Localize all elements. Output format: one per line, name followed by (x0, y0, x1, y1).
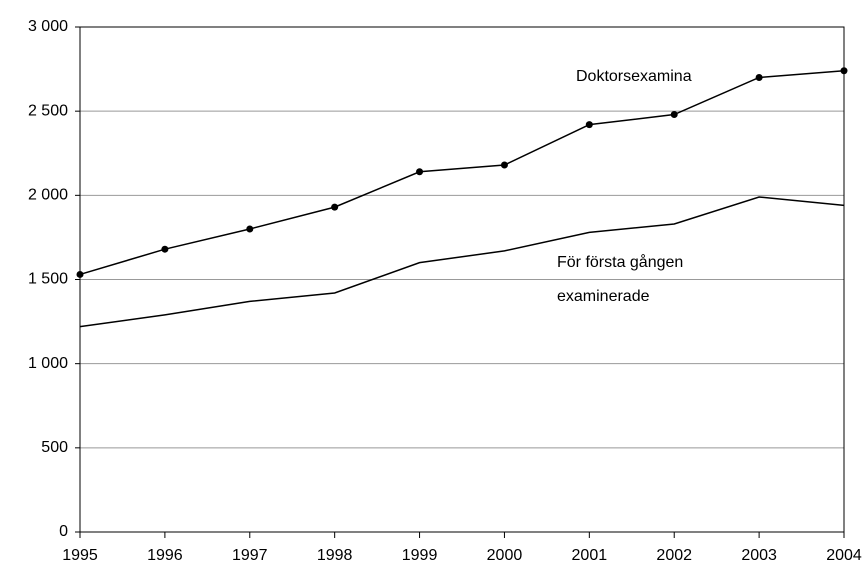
point (161, 245, 169, 253)
x-tick-label: 1997 (232, 547, 268, 564)
point (416, 168, 424, 176)
point (755, 74, 763, 81)
point (331, 203, 339, 211)
series-line (79, 70, 845, 276)
y-tick-label: 2 000 (28, 187, 68, 204)
point (670, 111, 678, 119)
series-label-box: Doktorsexamina (576, 68, 692, 85)
point (246, 225, 254, 233)
x-tick-label: 2004 (826, 547, 862, 564)
x-tick-label: 2000 (487, 547, 523, 564)
y-tick-label: 2 500 (28, 102, 68, 119)
point (585, 121, 593, 129)
x-tick-label: 2001 (572, 547, 608, 564)
x-tick-label: 2003 (741, 547, 777, 564)
plot-border (79, 26, 845, 533)
x-tick-label: 2002 (656, 547, 692, 564)
series-label: Doktorsexamina (576, 68, 692, 85)
y-tick-label: 500 (41, 439, 68, 456)
point (500, 161, 508, 169)
series-label: För första gången examinerade (557, 254, 684, 305)
point (840, 67, 848, 75)
y-tick-label: 0 (59, 523, 68, 540)
series-line (79, 196, 845, 328)
x-tick-label: 1995 (62, 547, 98, 564)
x-tick-label: 1998 (317, 547, 353, 564)
point (76, 270, 84, 278)
y-tick-label: 3 000 (28, 18, 68, 35)
series-label-box: För första gången examinerade (557, 254, 684, 305)
y-tick-label: 1 500 (28, 271, 68, 288)
x-tick-label: 1996 (147, 547, 183, 564)
x-tick-label: 1999 (402, 547, 438, 564)
y-tick-label: 1 000 (28, 355, 68, 372)
